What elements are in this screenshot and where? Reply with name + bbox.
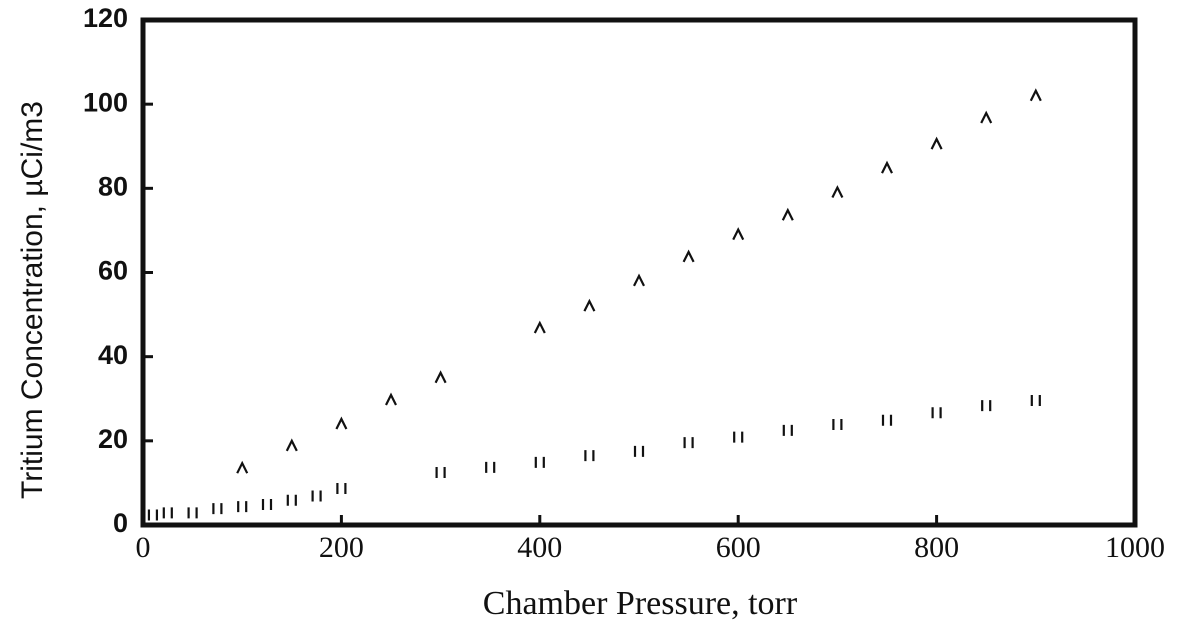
data-point [485, 461, 496, 473]
x-tick-label: 200 [319, 531, 364, 564]
data-point [434, 370, 447, 384]
data-point [831, 185, 844, 199]
data-point [683, 437, 694, 449]
data-point [583, 298, 596, 312]
data-point [336, 482, 347, 494]
y-tick-label: 100 [83, 87, 128, 117]
x-tick-label: 0 [136, 531, 151, 564]
data-point [1030, 395, 1041, 407]
data-point [385, 392, 397, 406]
y-tick-label: 60 [98, 256, 128, 286]
data-point [237, 501, 248, 513]
data-point [162, 507, 173, 519]
data-point [285, 438, 298, 452]
x-tick-label: 600 [716, 531, 761, 564]
y-tick-label: 0 [113, 508, 128, 538]
data-point [782, 424, 793, 436]
data-point [931, 407, 942, 419]
data-point [733, 431, 744, 443]
data-point [633, 273, 645, 287]
y-tick-label: 40 [98, 340, 128, 370]
data-point [1029, 88, 1042, 102]
data-point [682, 249, 695, 263]
data-point [335, 416, 348, 430]
data-point [236, 460, 249, 474]
y-axis-label: Tritium Concentration, µCi/m3 [16, 101, 49, 499]
data-point [212, 503, 223, 515]
data-point [881, 160, 893, 174]
plot-frame [140, 17, 1138, 528]
data-point [881, 414, 893, 426]
data-point [832, 419, 843, 430]
y-tick-label: 20 [98, 424, 128, 454]
x-axis-label: Chamber Pressure, torr [483, 585, 798, 622]
data-point [435, 466, 446, 478]
y-tick-label: 120 [83, 3, 128, 33]
data-point [311, 490, 322, 502]
data-point [534, 456, 545, 468]
data-point [930, 136, 943, 150]
data-point [732, 227, 745, 241]
data-point [781, 207, 794, 221]
data-point [533, 320, 546, 334]
data-point [187, 507, 198, 519]
data-point [147, 509, 159, 521]
x-tick-label: 1000 [1105, 531, 1165, 564]
data-point [286, 494, 297, 506]
data-point [261, 498, 273, 510]
x-tick-label: 800 [914, 531, 959, 564]
data-point [980, 110, 993, 124]
data-point [981, 400, 992, 412]
x-tick-label: 400 [517, 531, 562, 564]
y-tick-label: 80 [98, 171, 128, 201]
data-point [584, 450, 595, 462]
data-point [633, 445, 645, 457]
